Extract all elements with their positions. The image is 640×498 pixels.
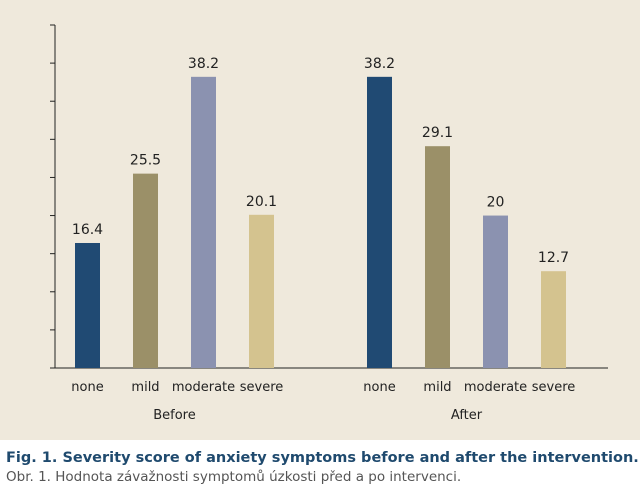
bar-chart: 16.4 none 25.5 mild 38.2 moderate 20.1 severe Be… — [50, 24, 608, 423]
data-label: 20.1 — [246, 194, 277, 210]
group-label: After — [451, 408, 483, 423]
bar-after-mild — [425, 146, 450, 368]
x-tick-label: moderate — [464, 380, 527, 395]
x-tick-label: none — [71, 380, 103, 395]
data-label: 25.5 — [130, 153, 161, 169]
data-label: 12.7 — [538, 250, 569, 266]
group-label: Before — [153, 408, 196, 423]
bar-before-severe — [249, 214, 274, 368]
data-label: 38.2 — [364, 56, 395, 72]
data-label: 20 — [487, 195, 505, 211]
figure-caption: Fig. 1. Severity score of anxiety sympto… — [6, 450, 639, 485]
data-label: 16.4 — [72, 222, 103, 238]
caption-english: Fig. 1. Severity score of anxiety sympto… — [6, 450, 639, 466]
chart-panel: 16.4 none 25.5 mild 38.2 moderate 20.1 severe Be… — [0, 0, 640, 440]
bar-after-severe — [541, 271, 566, 368]
x-tick-label: mild — [423, 380, 451, 395]
caption-czech: Obr. 1. Hodnota závažnosti symptomů úzko… — [6, 469, 462, 485]
data-label: 29.1 — [422, 125, 453, 141]
x-tick-label: none — [363, 380, 395, 395]
bar-before-none — [75, 242, 100, 368]
bar-after-moderate — [483, 215, 508, 368]
bar-before-moderate — [191, 76, 216, 368]
x-tick-label: moderate — [172, 380, 235, 395]
x-tick-label: mild — [131, 380, 159, 395]
bar-after-none — [367, 76, 392, 368]
x-tick-label: severe — [532, 380, 576, 395]
x-tick-label: severe — [240, 380, 284, 395]
data-label: 38.2 — [188, 56, 219, 72]
bar-before-mild — [133, 173, 158, 368]
